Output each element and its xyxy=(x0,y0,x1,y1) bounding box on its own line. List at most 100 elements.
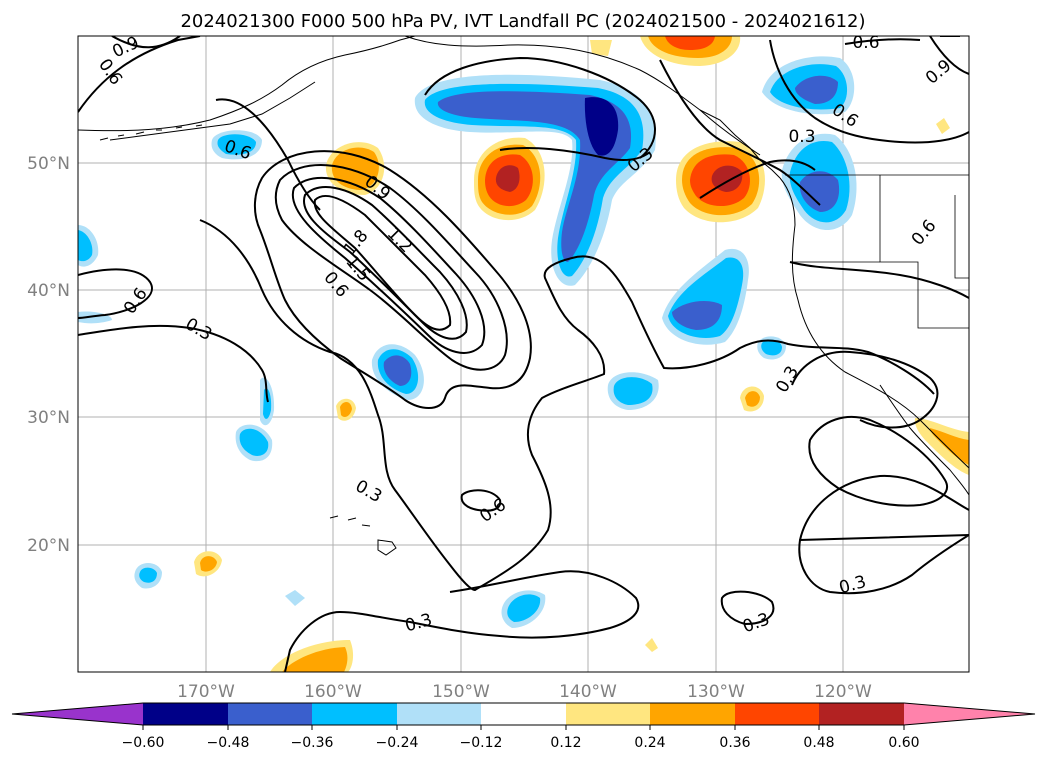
neg-anomaly-pnw-036 xyxy=(799,171,840,212)
neg-anomaly-offshore-036 xyxy=(672,300,722,330)
colorbar-swatch xyxy=(312,703,397,725)
pos-anomaly-small-d xyxy=(590,40,612,56)
ivt-shading xyxy=(78,36,969,672)
contour-0p3-loop-gulf xyxy=(499,146,651,161)
neg-anomaly-e-024 xyxy=(139,567,157,583)
contour-label: 0.3 xyxy=(788,127,815,147)
neg-anomaly-gulf-036 xyxy=(437,91,632,262)
neg-anomaly-d-024 xyxy=(761,339,782,356)
alaska-south-coast xyxy=(404,36,761,156)
colorbar-tick-label: −0.48 xyxy=(207,735,250,751)
pos-anomaly-mexico xyxy=(914,418,969,475)
contour-1p8 xyxy=(313,195,452,331)
contour-0p3-west xyxy=(78,324,269,403)
colorbar-swatch xyxy=(228,703,312,725)
lon-label: 120°W xyxy=(814,682,872,702)
lon-label: 170°W xyxy=(177,682,235,702)
contour-1p5 xyxy=(302,186,468,340)
lat-label: 50°N xyxy=(27,154,70,174)
contour-0p6-trough xyxy=(254,150,532,409)
contour-0p3-south xyxy=(284,570,640,672)
colorbar-tick-label: 0.24 xyxy=(634,735,665,751)
neg-anomaly-west-edge-024 xyxy=(78,230,93,262)
latitude-labels: 50°N 40°N 30°N 20°N xyxy=(27,154,70,556)
contour-0p3-inland xyxy=(789,261,969,299)
contour-0p3-south-small xyxy=(720,590,775,626)
longitude-labels: 170°W 160°W 150°W 140°W 130°W 120°W xyxy=(177,682,872,702)
political-boundaries xyxy=(785,174,969,329)
pos-anomaly-top-036 xyxy=(665,36,715,50)
neg-anomaly-g xyxy=(285,590,305,606)
contour-0p9-northwest xyxy=(111,36,181,49)
neg-anomaly-b-024 xyxy=(263,388,272,419)
contour-1p2 xyxy=(291,177,486,354)
contour-0p9-edge xyxy=(929,36,969,75)
pos-anomaly-gulf-048 xyxy=(495,165,520,192)
pos-anomaly-small-c-024 xyxy=(745,391,760,407)
neg-anomaly-northeast-036 xyxy=(795,75,838,104)
contour-0p6-ridge xyxy=(659,59,821,206)
contour-0p6-west-low xyxy=(78,268,153,319)
neg-anomaly-f-024 xyxy=(507,594,541,622)
map-panel: 0.9 0.6 0.6 0.9 1.2 1.8 1.5 0.6 0.6 0.3 … xyxy=(77,33,970,673)
pos-anomaly-small-a-024 xyxy=(200,556,217,572)
lon-label: 130°W xyxy=(687,682,745,702)
bc-coast xyxy=(699,109,781,179)
colorbar-tick-label: −0.60 xyxy=(122,735,165,751)
pv-contours xyxy=(78,36,969,672)
colorbar-swatch xyxy=(143,703,228,725)
contour-0p9 xyxy=(274,164,508,371)
lon-label: 140°W xyxy=(559,682,617,702)
alaska-coast xyxy=(78,36,416,132)
lat-label: 40°N xyxy=(27,281,70,301)
colorbar-tick-label: −0.24 xyxy=(376,735,419,751)
contour-0p9-northeast xyxy=(769,39,969,144)
colorbar-swatch xyxy=(650,703,735,725)
coastlines xyxy=(78,36,969,556)
colorbar-extend-high xyxy=(904,703,1035,725)
contour-0p6-northwest xyxy=(78,36,201,113)
aleutian-islands xyxy=(99,124,203,141)
colorbar-extend-low xyxy=(12,703,143,725)
colorbar-tick-label: 0.12 xyxy=(550,735,581,751)
lon-label: 160°W xyxy=(304,682,362,702)
contour-0p3-southeast xyxy=(798,474,969,595)
neg-anomaly-a-024 xyxy=(239,428,269,456)
colorbar-swatch xyxy=(735,703,819,725)
contour-0p3-mexico xyxy=(791,350,939,429)
neg-anomaly-c-024 xyxy=(613,377,653,405)
contour-0p3-loop-top xyxy=(424,56,656,159)
contour-label: 0.6 xyxy=(852,33,879,53)
pos-anomaly-mexico-024 xyxy=(930,428,969,465)
pos-anomaly-small-f xyxy=(936,118,950,134)
neg-anomaly-aleutian-024 xyxy=(217,134,256,155)
figure-title: 2024021300 F000 500 hPa PV, IVT Landfall… xyxy=(180,11,865,32)
contour-0p3-baja-low xyxy=(808,415,948,507)
contour-0p6-east-arc xyxy=(215,98,321,211)
neg-anomaly-gulf-048 xyxy=(584,97,619,156)
colorbar-swatch xyxy=(819,703,904,725)
colorbar-tick-label: 0.48 xyxy=(803,735,834,751)
pos-anomaly-south-024 xyxy=(282,647,348,672)
alaska-peninsula xyxy=(109,81,316,141)
lat-label: 20°N xyxy=(27,536,70,556)
lon-label: 150°W xyxy=(432,682,490,702)
map-frame xyxy=(77,35,970,673)
colorbar-tick-label: 0.36 xyxy=(719,735,750,751)
lat-label: 30°N xyxy=(27,408,70,428)
colorbar: −0.60 −0.48 −0.36 −0.24 −0.12 0.12 0.24 … xyxy=(11,702,1036,751)
contour-0p6-coast xyxy=(844,36,960,45)
colorbar-tick-label: −0.36 xyxy=(291,735,334,751)
neg-anomaly-central-036 xyxy=(383,355,412,386)
baja-coast xyxy=(879,384,969,496)
colorbar-tick-label: −0.12 xyxy=(460,735,503,751)
colorbar-ticks xyxy=(142,725,905,730)
hawaii-islands xyxy=(329,515,397,556)
colorbar-swatch xyxy=(397,703,481,725)
pos-anomaly-small-b-024 xyxy=(340,401,352,417)
colorbar-swatch xyxy=(481,703,566,725)
contour-0p3-pnw xyxy=(699,159,816,199)
pos-anomaly-small-e xyxy=(645,638,658,652)
colorbar-swatch xyxy=(566,703,650,725)
